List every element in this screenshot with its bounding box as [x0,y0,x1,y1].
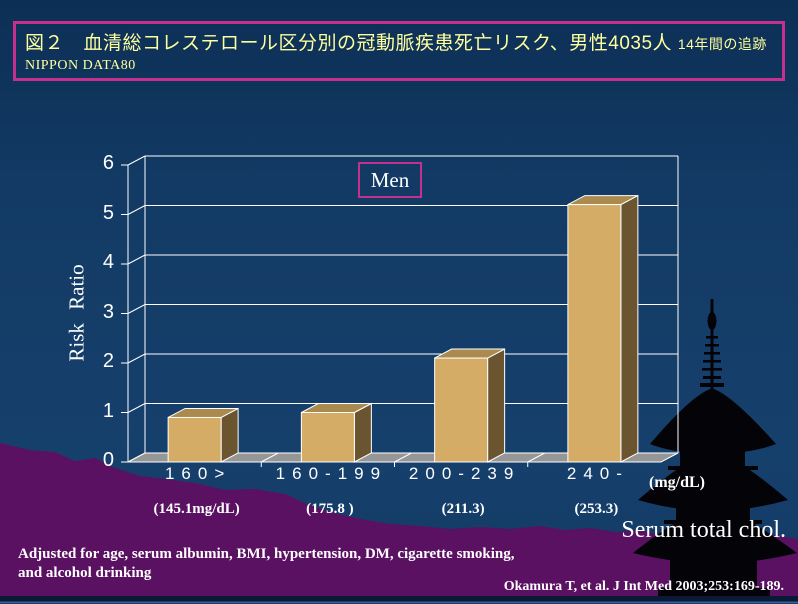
bottom-strip [0,596,798,604]
mountain-silhouette [0,443,798,604]
citation: Okamura T, et al. J Int Med 2003;253:169… [503,579,784,594]
x-category-label: 200-239 [408,464,521,483]
x-category-label: 160> [164,464,232,483]
slide-title-main: 図２ 血清総コレステロール区分別の冠動脈疾患死亡リスク、男性4035人 [25,33,673,54]
adjustment-note-line2: and alcohol drinking [18,565,152,581]
y-tick-label: 4 [102,251,114,273]
y-tick-label: 6 [102,152,114,174]
x-mean-label: (211.3) [441,501,485,517]
study-name: NIPPON DATA80 [25,58,136,73]
y-tick-label: 0 [102,449,114,471]
y-tick-label: 5 [102,201,114,224]
x-mean-label: (145.1mg/dL) [153,501,240,517]
bottom-edge-line [0,601,798,604]
slide-title-box: 図２ 血清総コレステロール区分別の冠動脈疾患死亡リスク、男性4035人 14年間… [13,21,785,81]
y-tick-label: 1 [102,399,114,422]
x-axis-name: Serum total chol. [621,517,786,543]
x-mean-label: (175.8 ) [306,501,354,517]
x-category-label: 160-199 [275,464,388,483]
y-tick-label: 2 [102,350,114,372]
adjustment-note: Adjusted for age, serum albumin, BMI, hy… [18,545,515,583]
slide-title-small: 14年間の追跡 [677,36,767,52]
bar-chart [121,155,679,467]
slide-title: 図２ 血清総コレステロール区分別の冠動脈疾患死亡リスク、男性4035人 14年間… [25,28,774,55]
x-axis-unit: (mg/dL) [649,474,705,491]
legend-men-label: Men [370,167,410,192]
y-tick-label: 3 [102,300,114,323]
x-category-label: 240- [566,464,629,483]
x-mean-label: (253.3) [574,501,619,517]
legend-men-box: Men [358,162,422,198]
adjustment-note-line1: Adjusted for age, serum albumin, BMI, hy… [18,546,515,562]
